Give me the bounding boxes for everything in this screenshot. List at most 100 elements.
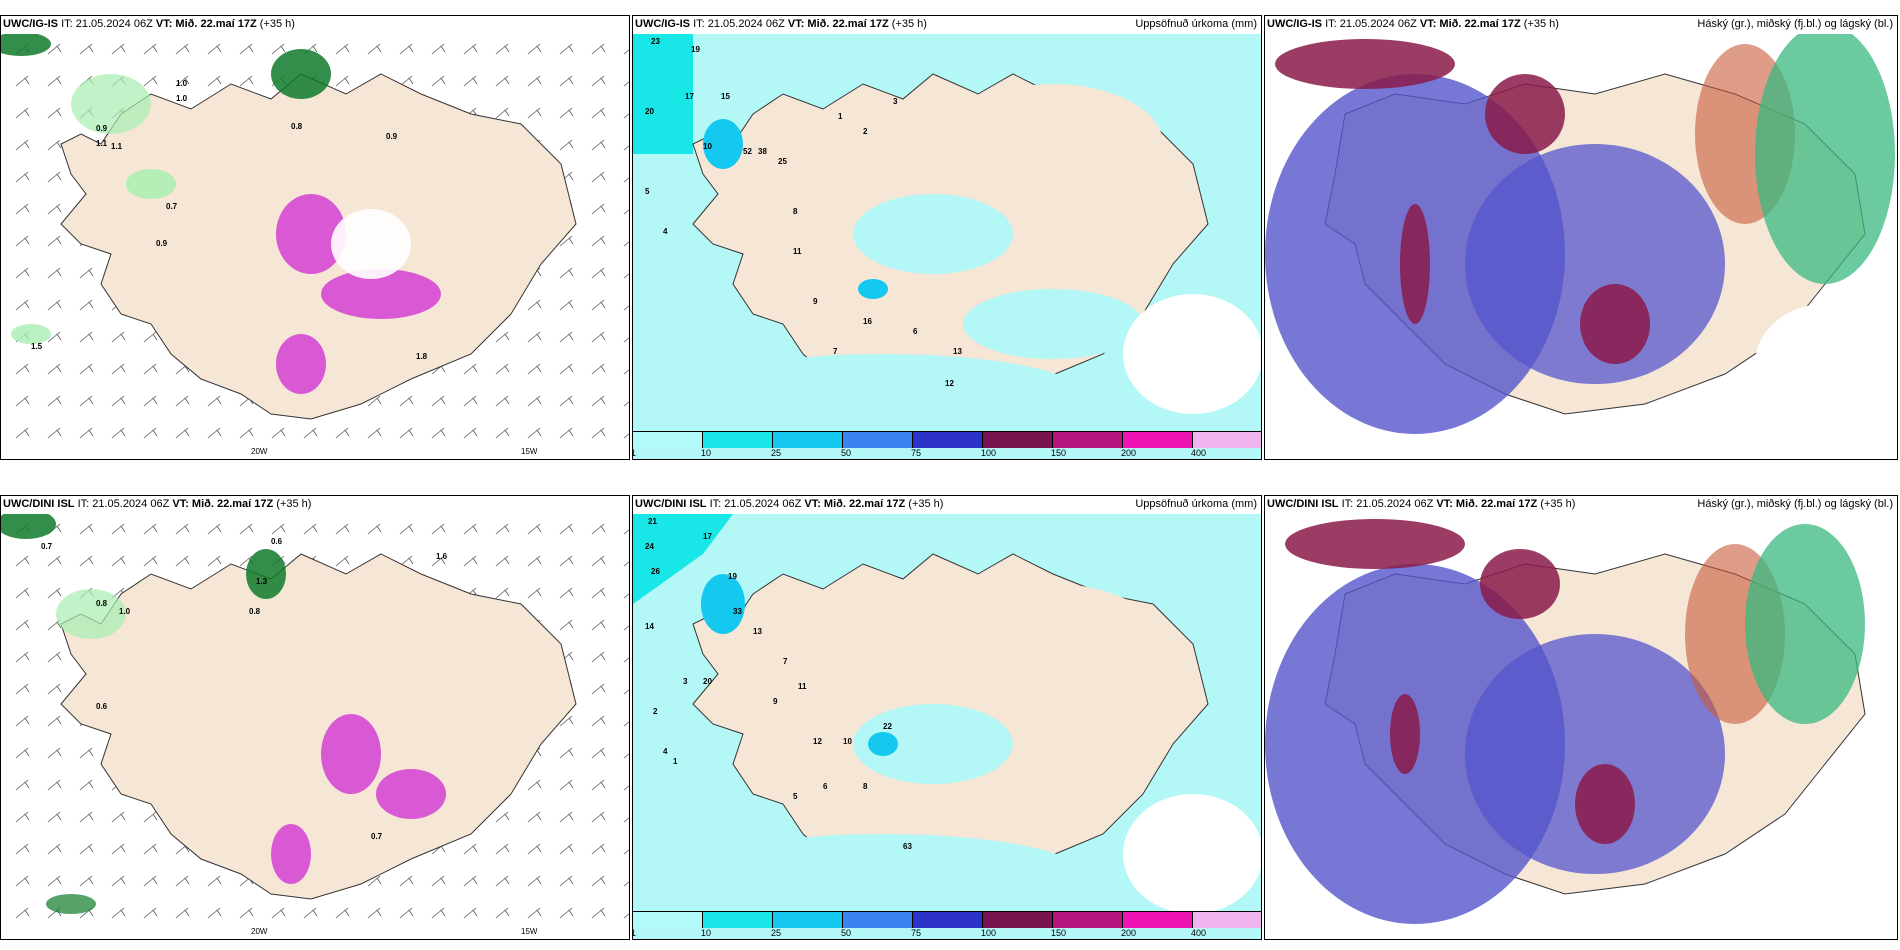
- legend-swatch: [633, 912, 703, 928]
- svg-text:21: 21: [648, 517, 657, 526]
- svg-text:7: 7: [833, 347, 838, 356]
- legend-swatch: [1053, 432, 1123, 448]
- panel-precip-bottom: UWC/DINI ISL IT: 21.05.2024 06Z VT: Mið.…: [632, 495, 1262, 940]
- svg-text:14: 14: [645, 622, 654, 631]
- svg-text:4: 4: [663, 747, 668, 756]
- precip-patches: [1, 34, 441, 394]
- panel-title: UWC/DINI ISL IT: 21.05.2024 06Z VT: Mið.…: [1267, 498, 1576, 510]
- legend-swatch: [983, 912, 1053, 928]
- legend-label: 1: [633, 928, 636, 938]
- svg-text:25: 25: [778, 157, 787, 166]
- panel-title: UWC/IG-IS IT: 21.05.2024 06Z VT: Mið. 22…: [635, 18, 927, 30]
- svg-text:38: 38: [758, 147, 767, 156]
- legend-label: 50: [841, 928, 852, 938]
- svg-text:7: 7: [783, 657, 788, 666]
- svg-text:15W: 15W: [521, 927, 538, 936]
- legend-swatch: [1123, 912, 1193, 928]
- svg-text:52: 52: [743, 147, 752, 156]
- legend-label: 100: [981, 448, 997, 458]
- legend-swatch: [633, 432, 703, 448]
- panel-cloud-top: UWC/IG-IS IT: 21.05.2024 06Z VT: Mið. 22…: [1264, 15, 1898, 460]
- legend-label: 150: [1051, 448, 1067, 458]
- svg-text:20W: 20W: [251, 447, 268, 456]
- legend-label: 75: [910, 448, 921, 458]
- svg-text:10: 10: [843, 737, 852, 746]
- panel-right-title: Háský (gr.), miðský (fj.bl.) og lágský (…: [1697, 498, 1893, 510]
- svg-text:13: 13: [953, 347, 962, 356]
- svg-text:2: 2: [863, 127, 868, 136]
- legend-label: 200: [1121, 448, 1137, 458]
- values: 0.9 1.1 1.0 0.7 0.9 0.8 1.1 1.0 0.9 1.8 …: [31, 79, 428, 361]
- svg-text:26: 26: [651, 567, 660, 576]
- legend-swatch: [913, 432, 983, 448]
- legend-swatch: [843, 912, 913, 928]
- legend-label: 400: [1190, 928, 1207, 938]
- legend-swatch: [1193, 912, 1261, 928]
- legend-swatch: [773, 912, 843, 928]
- svg-text:1: 1: [838, 112, 843, 121]
- svg-text:17: 17: [685, 92, 694, 101]
- svg-text:33: 33: [733, 607, 742, 616]
- svg-text:16: 16: [863, 317, 872, 326]
- svg-text:8: 8: [863, 782, 868, 791]
- panel-precip-top: UWC/IG-IS IT: 21.05.2024 06Z VT: Mið. 22…: [632, 15, 1262, 460]
- svg-text:12: 12: [813, 737, 822, 746]
- svg-text:20: 20: [703, 677, 712, 686]
- svg-text:0.8: 0.8: [249, 607, 261, 616]
- svg-text:9: 9: [813, 297, 818, 306]
- svg-text:0.9: 0.9: [96, 124, 108, 133]
- legend-label: 25: [770, 448, 781, 458]
- precip-legend: 1 10 25 50 75 100 150 200 400: [633, 431, 1261, 459]
- svg-text:8: 8: [793, 207, 798, 216]
- svg-text:22: 22: [883, 722, 892, 731]
- svg-text:6: 6: [913, 327, 918, 336]
- svg-text:15: 15: [721, 92, 730, 101]
- legend-label: 10: [700, 448, 711, 458]
- legend-swatch: [1053, 912, 1123, 928]
- svg-text:1: 1: [673, 757, 678, 766]
- svg-text:3: 3: [683, 677, 688, 686]
- panel-cloud-bottom: UWC/DINI ISL IT: 21.05.2024 06Z VT: Mið.…: [1264, 495, 1898, 940]
- legend-swatch: [983, 432, 1053, 448]
- cloud-map-top: [1265, 34, 1897, 459]
- values: 0.6 0.8 0.7 1.0 0.8 0.6 1.3 0.7 1.6: [41, 537, 448, 841]
- svg-text:1.3: 1.3: [256, 577, 268, 586]
- svg-text:0.7: 0.7: [371, 832, 383, 841]
- svg-text:1.0: 1.0: [176, 79, 188, 88]
- svg-text:5: 5: [793, 792, 798, 801]
- svg-text:19: 19: [728, 572, 737, 581]
- svg-text:9: 9: [773, 697, 778, 706]
- svg-text:10: 10: [703, 142, 712, 151]
- svg-text:19: 19: [691, 45, 700, 54]
- panel-right-title: Háský (gr.), miðský (fj.bl.) og lágský (…: [1697, 18, 1893, 30]
- legend-label: 50: [841, 448, 852, 458]
- svg-text:0.6: 0.6: [96, 702, 108, 711]
- svg-text:0.7: 0.7: [41, 542, 53, 551]
- svg-text:15W: 15W: [521, 447, 538, 456]
- svg-text:63: 63: [903, 842, 912, 851]
- panel-title: UWC/DINI ISL IT: 21.05.2024 06Z VT: Mið.…: [635, 498, 944, 510]
- svg-text:20W: 20W: [251, 927, 268, 936]
- svg-text:0.7: 0.7: [166, 202, 178, 211]
- svg-text:17: 17: [703, 532, 712, 541]
- panel-wind-bottom: UWC/DINI ISL IT: 21.05.2024 06Z VT: Mið.…: [0, 495, 630, 940]
- legend-swatch: [1123, 432, 1193, 448]
- panel-title: UWC/DINI ISL IT: 21.05.2024 06Z VT: Mið.…: [3, 498, 312, 510]
- legend-label: 200: [1121, 928, 1137, 938]
- svg-text:0.9: 0.9: [386, 132, 398, 141]
- legend-label: 1: [633, 448, 636, 458]
- svg-text:20: 20: [645, 107, 654, 116]
- svg-text:0.6: 0.6: [271, 537, 283, 546]
- legend-label: 75: [910, 928, 921, 938]
- svg-text:1.1: 1.1: [96, 139, 108, 148]
- svg-text:1.1: 1.1: [111, 142, 123, 151]
- values: 21 17 24 26 19 33 14 13 12 10 8 6 5 4 3 …: [645, 517, 912, 851]
- legend-label: 400: [1190, 448, 1207, 458]
- svg-text:6: 6: [823, 782, 828, 791]
- axis-labels: 20W 15W: [251, 447, 538, 456]
- cloud-map-bottom: [1265, 514, 1897, 939]
- svg-text:11: 11: [798, 682, 807, 691]
- svg-text:11: 11: [793, 247, 802, 256]
- svg-text:24: 24: [645, 542, 654, 551]
